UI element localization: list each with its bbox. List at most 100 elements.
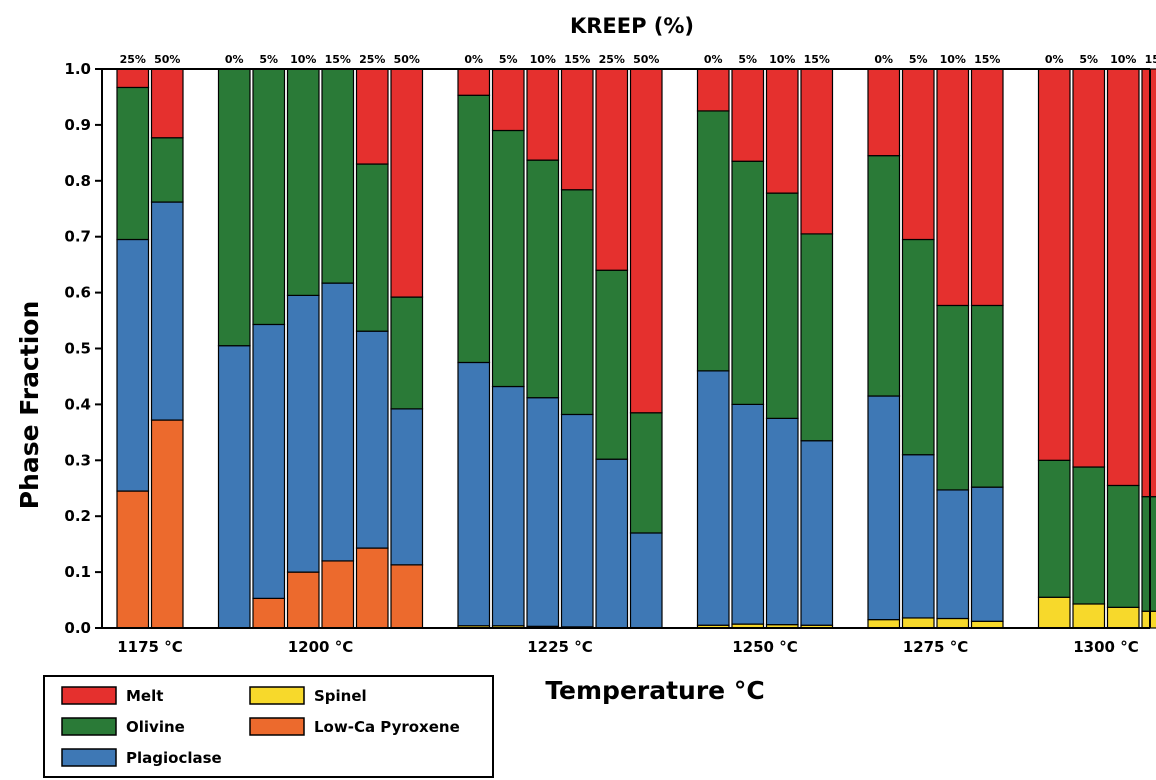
y-tick-label-0-1: 0.1: [64, 563, 91, 581]
chart-title: KREEP (%): [570, 14, 694, 38]
bar-segment-1175-c-25-olivine: [116, 86, 150, 241]
kreep-label-1225-c-10: 10%: [530, 53, 556, 66]
bar-segment-1200-c-50-low-ca-pyroxene: [390, 564, 424, 629]
bar-segment-1225-c-50-plagioclase: [629, 532, 663, 629]
bar-segment-1250-c-0-olivine: [696, 110, 730, 372]
legend-label-olivine: Olivine: [126, 718, 185, 736]
legend-label-plagioclase: Plagioclase: [126, 749, 222, 767]
kreep-label-1275-c-15: 15%: [974, 53, 1000, 66]
bar-segment-1200-c-50-olivine: [390, 296, 424, 410]
kreep-label-1200-c-0: 0%: [225, 53, 244, 66]
bar-segment-1275-c-0-plagioclase: [867, 395, 901, 621]
bar-segment-1200-c-25-plagioclase: [355, 330, 389, 549]
bar-segment-1200-c-25-melt: [355, 68, 389, 165]
bar-segment-1225-c-25-melt: [595, 68, 629, 271]
bar-segment-1200-c-15-low-ca-pyroxene: [321, 560, 355, 629]
y-tick-label-0-7: 0.7: [64, 228, 91, 246]
bar-segment-1275-c-10-olivine: [936, 304, 970, 491]
bar-segment-1225-c-50-melt: [629, 68, 663, 414]
bar-segment-1275-c-5-olivine: [901, 238, 935, 456]
plot-area: 25% 50% 1175 °C 0% 5% 10% 15% 25% 50% 1200 °C 0% 5%…: [64, 53, 1156, 656]
bar-segment-1225-c-5-plagioclase: [491, 385, 525, 627]
group-label-1300-c: 1300 °C: [1073, 638, 1138, 656]
bar-segment-1225-c-5-melt: [491, 68, 525, 132]
bar-segment-1250-c-15-olivine: [800, 233, 834, 442]
bar-segment-1250-c-5-melt: [731, 68, 765, 162]
bar-segment-1225-c-15-olivine: [560, 189, 594, 416]
bar-segment-1175-c-50-plagioclase: [150, 201, 184, 421]
bar-segment-1225-c-15-melt: [560, 68, 594, 191]
legend-swatch-plagioclase: [61, 748, 117, 767]
group-label-1200-c: 1200 °C: [288, 638, 353, 656]
bar-segment-1200-c-5-low-ca-pyroxene: [252, 597, 286, 629]
bar-segment-1300-c-0-melt: [1037, 68, 1071, 461]
bar-segment-1175-c-25-low-ca-pyroxene: [116, 490, 150, 629]
bar-segment-1250-c-0-melt: [696, 68, 730, 112]
bar-segment-1225-c-5-olivine: [491, 129, 525, 388]
bar-segment-1200-c-50-plagioclase: [390, 408, 424, 566]
kreep-label-1200-c-15: 15%: [325, 53, 351, 66]
bar-segment-1250-c-15-plagioclase: [800, 440, 834, 626]
bar-segment-1300-c-5-spinel: [1072, 603, 1106, 629]
y-tick-label-0-0: 0.0: [64, 619, 91, 637]
kreep-label-1225-c-0: 0%: [464, 53, 483, 66]
y-tick-label-0-4: 0.4: [64, 395, 91, 413]
bar-segment-1225-c-25-plagioclase: [595, 458, 629, 629]
bar-segment-1175-c-25-plagioclase: [116, 238, 150, 492]
bar-segment-1300-c-0-spinel: [1037, 596, 1071, 629]
legend-label-low-ca-pyroxene: Low-Ca Pyroxene: [314, 718, 460, 736]
bar-segment-1250-c-5-plagioclase: [731, 403, 765, 625]
bar-segment-1175-c-50-olivine: [150, 137, 184, 203]
bar-segment-1250-c-10-plagioclase: [765, 417, 799, 626]
bar-segment-1200-c-15-olivine: [321, 68, 355, 284]
bar-segment-1200-c-50-melt: [390, 68, 424, 298]
kreep-label-1200-c-25: 25%: [359, 53, 385, 66]
bar-segment-1225-c-25-olivine: [595, 269, 629, 460]
legend-swatch-melt: [61, 686, 117, 705]
x-axis-label: Temperature °C: [545, 676, 764, 705]
bar-segment-1175-c-50-low-ca-pyroxene: [150, 419, 184, 629]
bar-segment-1225-c-15-plagioclase: [560, 413, 594, 628]
y-tick-label-0-2: 0.2: [64, 507, 91, 525]
kreep-label-1275-c-5: 5%: [909, 53, 928, 66]
bar-segment-1200-c-0-plagioclase: [217, 345, 251, 629]
bar-segment-1200-c-15-plagioclase: [321, 282, 355, 562]
bar-segment-1300-c-10-melt: [1106, 68, 1140, 487]
kreep-label-1225-c-25: 25%: [599, 53, 625, 66]
y-tick-label-0-3: 0.3: [64, 451, 91, 469]
kreep-label-1250-c-15: 15%: [804, 53, 830, 66]
legend: Melt Spinel Olivine Low-Ca Pyroxene Plagiocl…: [43, 675, 494, 778]
bar-segment-1275-c-5-plagioclase: [901, 454, 935, 619]
legend-swatch-spinel: [249, 686, 305, 705]
kreep-label-1275-c-10: 10%: [940, 53, 966, 66]
bar-segment-1275-c-10-spinel: [936, 617, 970, 629]
bar-segment-1175-c-50-melt: [150, 68, 184, 139]
bar-segment-1225-c-10-olivine: [526, 159, 560, 399]
bar-segment-1300-c-5-olivine: [1072, 466, 1106, 605]
kreep-label-1175-c-25: 25%: [120, 53, 146, 66]
kreep-label-1200-c-5: 5%: [259, 53, 278, 66]
kreep-label-1300-c-0: 0%: [1045, 53, 1064, 66]
bar-segment-1200-c-25-low-ca-pyroxene: [355, 547, 389, 629]
bar-segment-1250-c-0-plagioclase: [696, 370, 730, 626]
bar-segment-1275-c-15-olivine: [970, 304, 1004, 488]
bar-segment-1300-c-10-spinel: [1106, 606, 1140, 629]
bar-segment-1225-c-0-melt: [457, 68, 491, 96]
bar-segment-1200-c-5-plagioclase: [252, 323, 286, 599]
bar-segment-1275-c-0-melt: [867, 68, 901, 157]
bar-segment-1300-c-10-olivine: [1106, 484, 1140, 608]
y-tick-label-0-6: 0.6: [64, 284, 91, 302]
y-tick-label-0-9: 0.9: [64, 116, 91, 134]
kreep-label-1275-c-0: 0%: [874, 53, 893, 66]
bar-segment-1225-c-10-plagioclase: [526, 397, 560, 627]
bar-segment-1275-c-10-plagioclase: [936, 489, 970, 620]
bar-segment-1175-c-25-melt: [116, 68, 150, 89]
bar-segment-1275-c-15-plagioclase: [970, 486, 1004, 622]
kreep-label-1225-c-5: 5%: [499, 53, 518, 66]
group-label-1275-c: 1275 °C: [903, 638, 968, 656]
kreep-label-1300-c-10: 10%: [1110, 53, 1136, 66]
kreep-label-1200-c-10: 10%: [290, 53, 316, 66]
bar-segment-1250-c-15-melt: [800, 68, 834, 235]
kreep-label-1250-c-10: 10%: [769, 53, 795, 66]
